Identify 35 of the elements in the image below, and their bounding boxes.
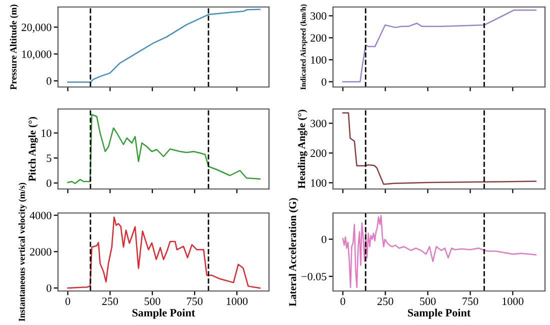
y-tick-label: 10,000 — [22, 50, 52, 60]
y-tick-label: 4000 — [30, 212, 52, 220]
y-tick-label: 100 — [311, 179, 326, 187]
y-axis-title: Lateral Acceleration (G) — [288, 198, 298, 306]
y-axis-title: Pitch Angle (°) — [28, 116, 38, 182]
x-tick-label: 750 — [187, 298, 203, 306]
x-tick-label: 250 — [377, 298, 394, 306]
x-axis-title: Sample Point — [132, 308, 196, 319]
y-tick-label: 5 — [46, 154, 52, 162]
x-tick-label: 500 — [144, 298, 160, 306]
x-tick-label: 1000 — [226, 298, 248, 306]
y-tick-label: 10 — [42, 129, 52, 137]
y-axis-title: Pressure Altitude (m) — [10, 4, 18, 90]
y-tick-label: 0 — [46, 179, 52, 187]
x-tick-label: 0 — [340, 298, 346, 306]
x-tick-label: 0 — [65, 298, 70, 306]
x-tick-label: 250 — [102, 298, 118, 306]
y-axis-title: Instantaneous vertical velocity (m/s) — [18, 182, 27, 322]
y-tick-label: 0 — [322, 236, 326, 244]
y-tick-label: 300 — [310, 12, 326, 20]
y-tick-label: 2000 — [30, 248, 52, 256]
y-tick-label: 300 — [310, 120, 326, 128]
x-tick-label: 1000 — [502, 298, 524, 306]
y-tick-label: 20,000 — [22, 24, 52, 33]
x-tick-label: 500 — [420, 298, 436, 306]
x-tick-label: 750 — [462, 298, 478, 306]
y-tick-label: −0.05 — [302, 272, 326, 280]
y-tick-label: 0 — [46, 284, 52, 292]
y-tick-label: 200 — [310, 149, 326, 157]
y-tick-label: 0 — [46, 77, 52, 85]
y-tick-label: 0 — [322, 78, 326, 86]
y-tick-label: 200 — [310, 34, 326, 42]
y-axis-title: Heading Angle (°) — [298, 110, 308, 189]
x-axis-title: Sample Point — [408, 308, 471, 319]
y-tick-label: 100 — [311, 56, 326, 64]
